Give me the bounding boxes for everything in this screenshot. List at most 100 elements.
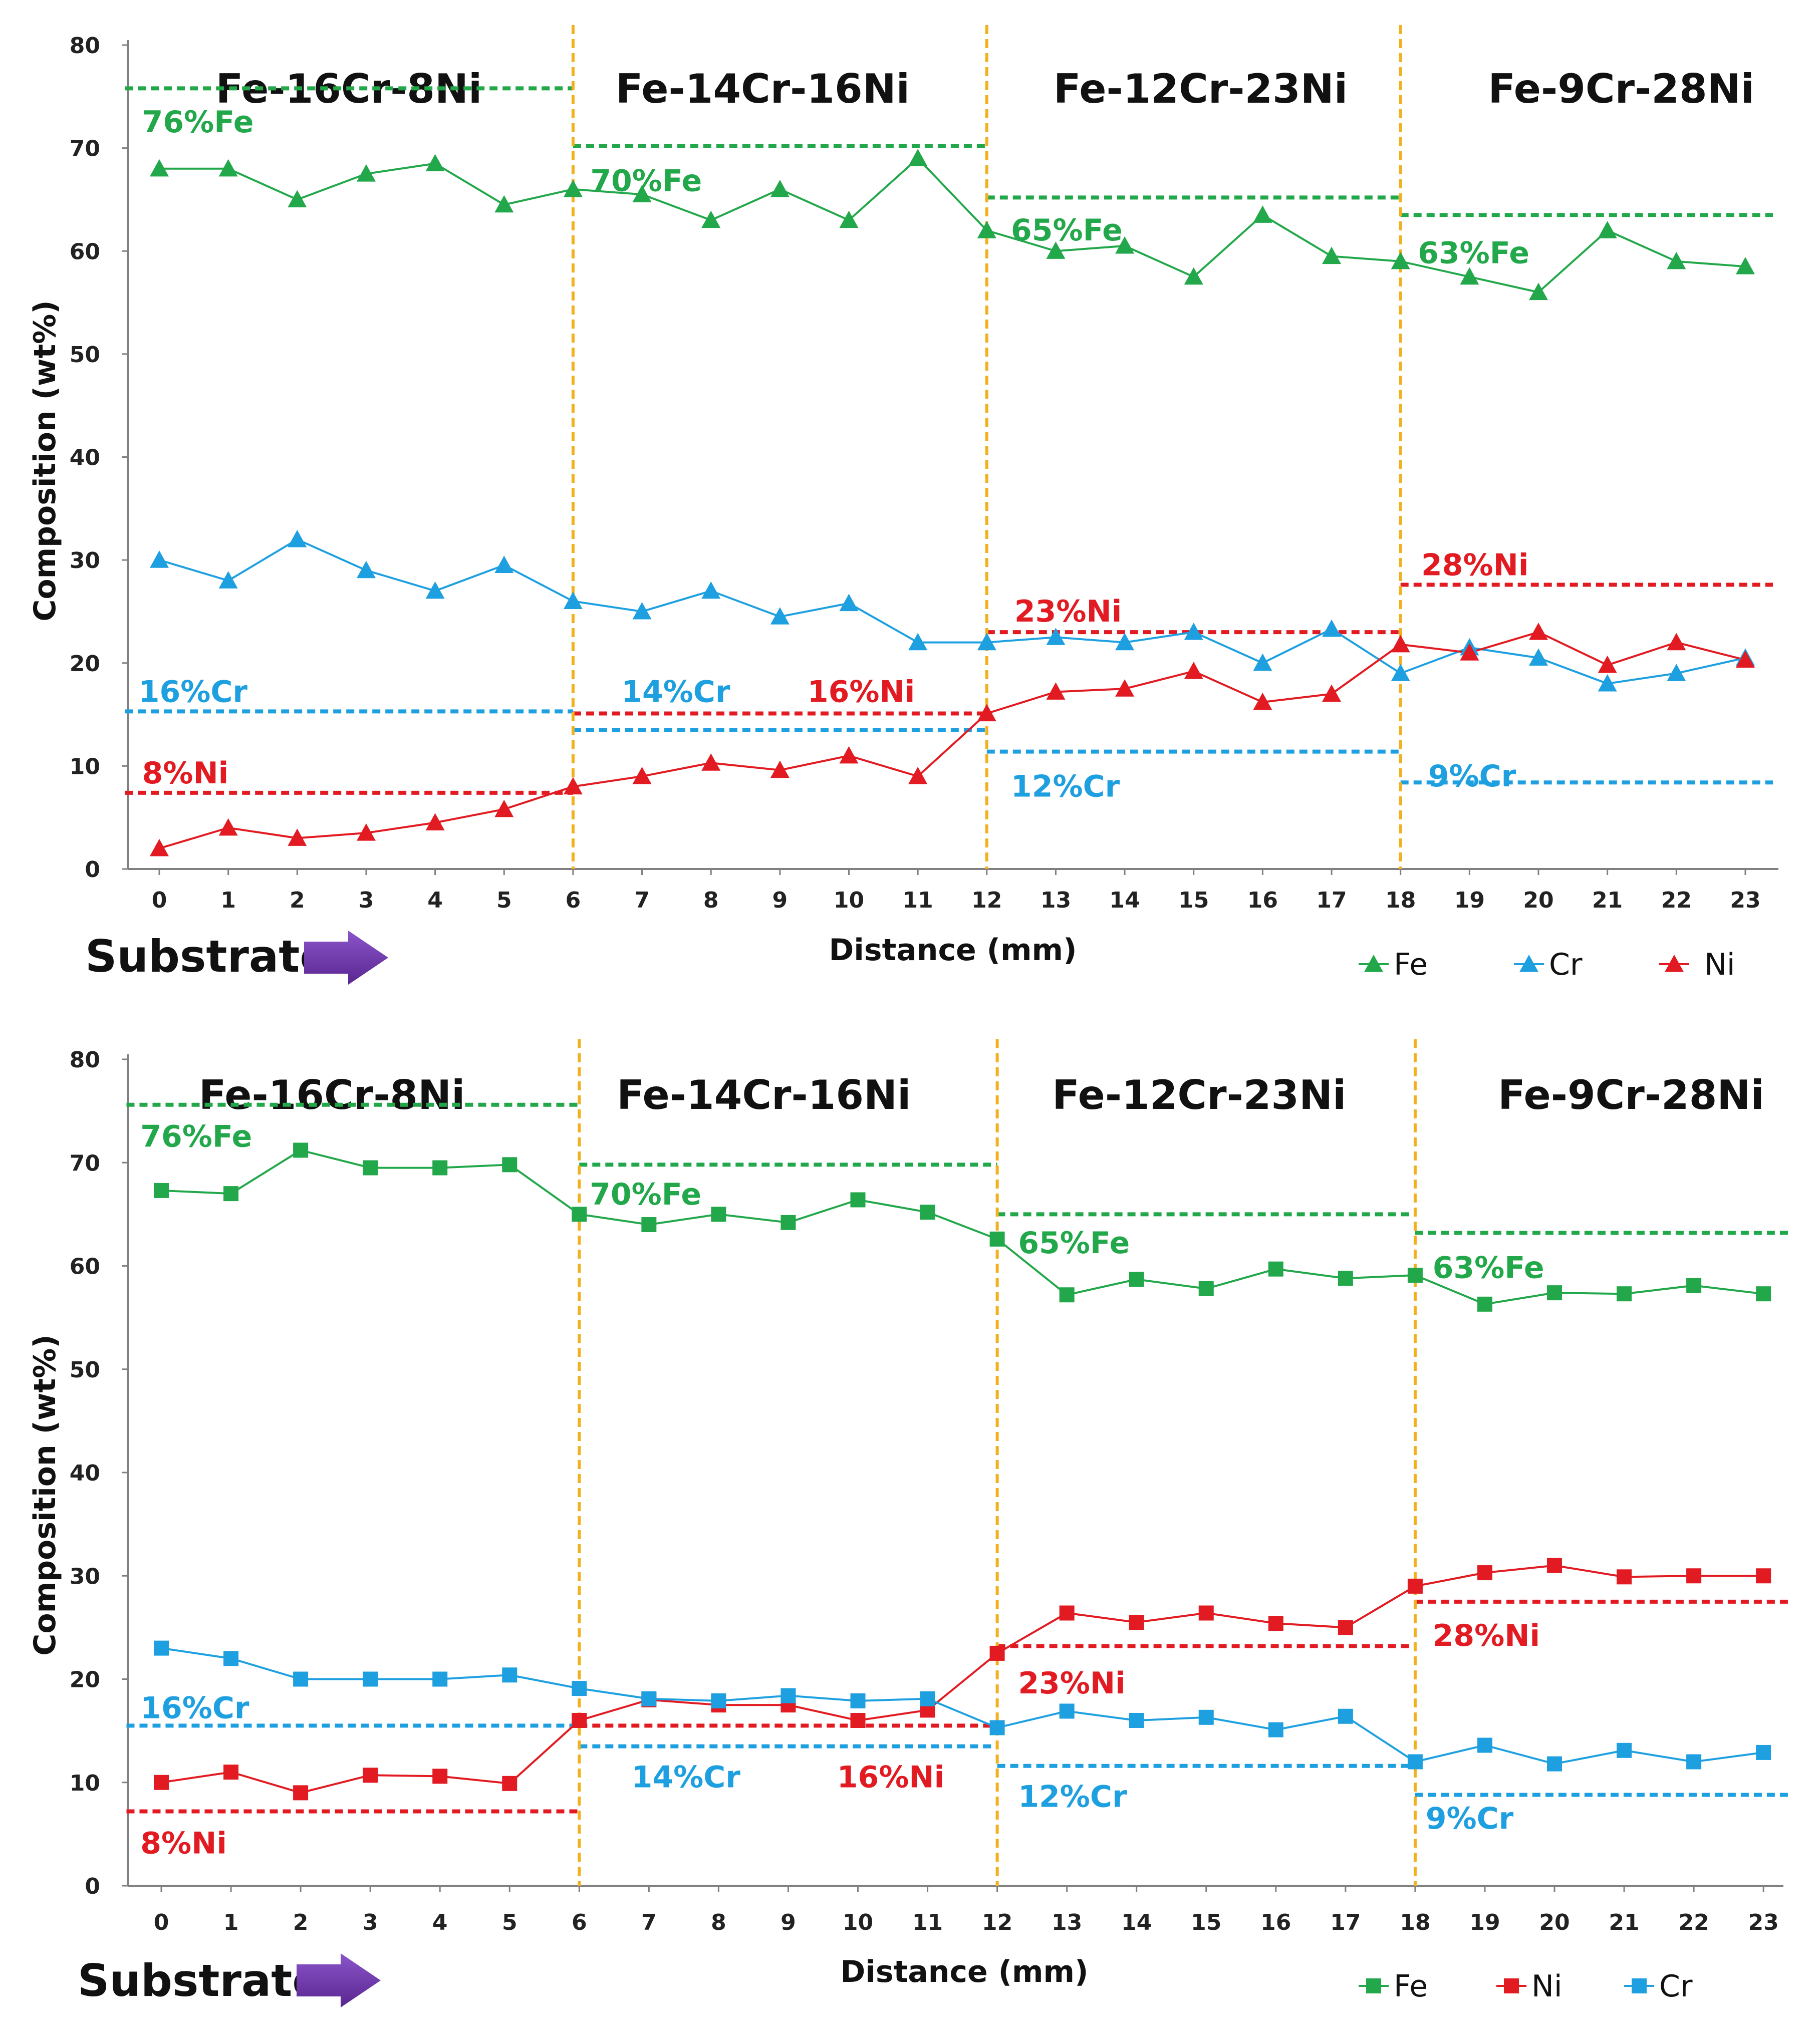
data-point-cr bbox=[908, 633, 928, 651]
x-tick-label: 10 bbox=[834, 888, 864, 913]
legend-marker-ni bbox=[1665, 955, 1684, 972]
substrate-arrow bbox=[304, 931, 388, 985]
substrate-label: Substrate bbox=[78, 1955, 322, 2006]
data-point-cr bbox=[850, 1693, 866, 1708]
data-point-fe bbox=[920, 1205, 935, 1220]
target-label-fe: 65%Fe bbox=[1018, 1226, 1130, 1261]
data-point-fe bbox=[1667, 251, 1686, 269]
data-point-ni bbox=[701, 753, 721, 771]
legend-marker-shape bbox=[1519, 955, 1538, 972]
legend-marker-shape bbox=[1632, 1978, 1647, 1993]
data-point-cr bbox=[781, 1688, 796, 1703]
data-point-ni bbox=[839, 746, 859, 764]
data-point-ni bbox=[1322, 684, 1342, 702]
data-point-fe bbox=[989, 1231, 1005, 1247]
data-point-fe bbox=[1617, 1286, 1632, 1302]
data-point-ni bbox=[223, 1765, 239, 1780]
target-label-fe: 63%Fe bbox=[1433, 1251, 1544, 1286]
data-point-cr bbox=[1046, 628, 1066, 645]
target-label-fe: 76%Fe bbox=[142, 105, 254, 140]
x-tick-label: 14 bbox=[1109, 888, 1140, 913]
data-point-ni bbox=[1268, 1616, 1283, 1631]
data-point-ni bbox=[1756, 1568, 1771, 1584]
data-point-fe bbox=[908, 149, 928, 166]
data-point-ni bbox=[425, 813, 445, 831]
alloy-title: Fe-16Cr-8Ni bbox=[199, 1072, 465, 1118]
x-tick-label: 18 bbox=[1400, 1910, 1430, 1935]
legend-item-ni: Ni bbox=[1496, 1969, 1563, 2004]
data-point-ni bbox=[989, 1645, 1005, 1661]
data-point-ni bbox=[1184, 662, 1203, 679]
data-point-ni bbox=[1338, 1620, 1353, 1635]
target-label-ni: 16%Ni bbox=[808, 674, 915, 709]
data-point-cr bbox=[989, 1720, 1005, 1735]
data-point-fe bbox=[1338, 1271, 1353, 1286]
x-tick-label: 22 bbox=[1661, 888, 1692, 913]
alloy-title: Fe-12Cr-23Ni bbox=[1054, 66, 1348, 112]
x-tick-label: 12 bbox=[971, 888, 1002, 913]
data-point-ni bbox=[977, 704, 996, 722]
target-label-cr: 12%Cr bbox=[1011, 769, 1120, 804]
x-tick-label: 7 bbox=[634, 888, 650, 913]
data-point-fe bbox=[502, 1157, 517, 1173]
y-tick-label: 60 bbox=[70, 1254, 100, 1280]
data-point-cr bbox=[1547, 1756, 1562, 1772]
data-point-fe bbox=[1391, 251, 1410, 269]
data-point-cr bbox=[223, 1651, 239, 1666]
legend-label-cr: Cr bbox=[1659, 1969, 1693, 2004]
data-point-fe bbox=[641, 1217, 657, 1232]
data-point-fe bbox=[1407, 1268, 1423, 1283]
data-point-cr bbox=[1686, 1754, 1702, 1770]
series-line-ni bbox=[159, 631, 1746, 849]
data-point-cr bbox=[563, 592, 583, 609]
data-point-fe bbox=[1198, 1281, 1214, 1296]
legend-label-cr: Cr bbox=[1549, 947, 1583, 982]
data-point-fe bbox=[1547, 1285, 1562, 1301]
target-label-fe: 63%Fe bbox=[1418, 235, 1529, 270]
y-tick-label: 50 bbox=[70, 1357, 100, 1383]
x-tick-label: 4 bbox=[427, 888, 443, 913]
data-point-fe bbox=[781, 1215, 796, 1230]
legend-label-fe: Fe bbox=[1394, 947, 1428, 982]
x-tick-label: 14 bbox=[1121, 1910, 1152, 1935]
data-point-ni bbox=[850, 1713, 866, 1728]
data-point-ni bbox=[363, 1768, 378, 1783]
data-point-cr bbox=[1391, 664, 1410, 681]
data-point-cr bbox=[1322, 619, 1342, 637]
legend: Fe Ni Cr bbox=[1359, 1969, 1693, 2004]
x-tick-label: 3 bbox=[363, 1910, 378, 1935]
x-axis-title: Distance (mm) bbox=[829, 933, 1077, 968]
data-point-cr bbox=[711, 1693, 726, 1708]
data-point-fe bbox=[1477, 1296, 1492, 1312]
data-point-fe bbox=[977, 221, 996, 238]
data-point-fe bbox=[1253, 205, 1272, 223]
y-tick-label: 20 bbox=[70, 1667, 100, 1693]
data-point-cr bbox=[1129, 1713, 1144, 1728]
data-point-fe bbox=[1598, 221, 1617, 238]
legend-marker-cr bbox=[1632, 1978, 1647, 1993]
data-point-ni bbox=[1547, 1558, 1562, 1573]
data-point-fe bbox=[1129, 1272, 1144, 1287]
y-tick-label: 40 bbox=[70, 1461, 100, 1486]
data-point-cr bbox=[1338, 1708, 1353, 1724]
x-axis-title: Distance (mm) bbox=[841, 1954, 1089, 1989]
x-tick-label: 19 bbox=[1454, 888, 1485, 913]
x-tick-label: 13 bbox=[1041, 888, 1071, 913]
x-tick-label: 10 bbox=[843, 1910, 873, 1935]
data-point-ni bbox=[1253, 692, 1272, 710]
data-point-ni bbox=[154, 1775, 169, 1790]
data-point-cr bbox=[839, 594, 859, 612]
alloy-title: Fe-12Cr-23Ni bbox=[1052, 1072, 1346, 1118]
data-point-ni bbox=[494, 799, 514, 817]
legend-item-fe: Fe bbox=[1359, 947, 1428, 982]
target-label-cr: 14%Cr bbox=[621, 674, 730, 709]
target-label-cr: 16%Cr bbox=[139, 674, 248, 709]
data-point-cr bbox=[1756, 1744, 1771, 1760]
legend: Fe Cr Ni bbox=[1359, 947, 1735, 982]
alloy-title: Fe-14Cr-16Ni bbox=[617, 1072, 911, 1118]
data-point-fe bbox=[850, 1192, 866, 1208]
y-tick-label: 10 bbox=[70, 754, 100, 779]
x-tick-label: 7 bbox=[641, 1910, 657, 1935]
series-line-fe bbox=[159, 157, 1746, 294]
